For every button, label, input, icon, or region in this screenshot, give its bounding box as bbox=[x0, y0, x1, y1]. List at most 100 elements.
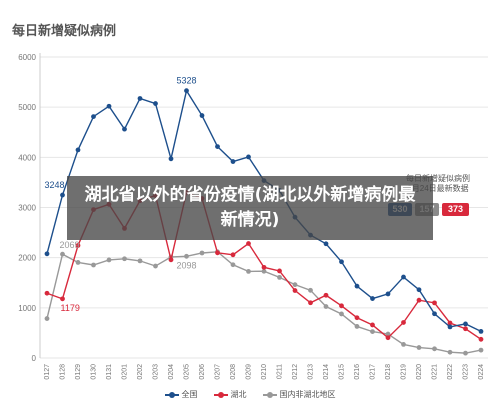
x-tick-label: 0127 bbox=[44, 364, 51, 380]
data-point bbox=[401, 342, 406, 347]
x-tick-label: 0130 bbox=[91, 364, 98, 380]
data-point bbox=[215, 250, 220, 256]
data-point bbox=[277, 268, 282, 274]
data-point bbox=[478, 329, 484, 334]
data-point bbox=[339, 259, 344, 265]
data-point bbox=[339, 311, 344, 317]
data-point bbox=[44, 251, 50, 257]
x-tick-label: 0221 bbox=[432, 364, 439, 380]
x-tick-label: 0224 bbox=[478, 364, 485, 380]
chart-title: 每日新增疑似病例 bbox=[12, 23, 117, 38]
data-point bbox=[199, 250, 205, 256]
data-point bbox=[122, 256, 127, 262]
x-tick-label: 0222 bbox=[447, 364, 454, 380]
data-point bbox=[370, 329, 375, 335]
x-tick-label: 0216 bbox=[354, 364, 361, 380]
legend-label: 湖北 bbox=[230, 390, 247, 399]
data-point bbox=[277, 274, 282, 280]
x-tick-label: 0218 bbox=[385, 364, 392, 380]
data-point bbox=[463, 326, 468, 332]
legend-item: 国内非湖北地区 bbox=[262, 389, 336, 400]
data-point bbox=[416, 345, 422, 350]
legend-label: 全国 bbox=[181, 390, 198, 399]
data-point bbox=[432, 346, 437, 352]
data-point bbox=[308, 287, 313, 293]
data-label: 2069 bbox=[60, 240, 80, 250]
data-point bbox=[137, 258, 143, 264]
data-point bbox=[75, 260, 81, 265]
data-point bbox=[91, 114, 96, 119]
legend-item: 湖北 bbox=[213, 389, 247, 400]
legend-swatch bbox=[164, 391, 179, 398]
data-point bbox=[184, 88, 189, 94]
x-tick-label: 0206 bbox=[199, 364, 206, 380]
data-point bbox=[385, 291, 391, 297]
x-tick-label: 0128 bbox=[60, 364, 67, 380]
data-point bbox=[44, 290, 50, 296]
data-point bbox=[432, 311, 437, 317]
data-point bbox=[354, 324, 360, 329]
data-point bbox=[246, 269, 251, 274]
x-tick-label: 0131 bbox=[106, 364, 113, 380]
y-tick-label: 0 bbox=[32, 354, 37, 363]
data-point bbox=[401, 274, 406, 280]
data-point bbox=[153, 101, 158, 106]
x-tick-label: 0213 bbox=[308, 364, 315, 380]
x-tick-label: 0210 bbox=[261, 364, 268, 380]
data-point bbox=[370, 296, 375, 301]
data-point bbox=[75, 243, 81, 248]
y-tick-label: 4000 bbox=[18, 153, 36, 162]
data-point bbox=[339, 303, 344, 309]
y-tick-label: 6000 bbox=[18, 53, 36, 62]
data-point bbox=[230, 252, 236, 258]
x-tick-label: 0129 bbox=[75, 364, 82, 380]
headline-overlay: 湖北省以外的省份疫情(湖北以外新增病例最新情况) bbox=[67, 176, 433, 240]
legend-item: 全国 bbox=[164, 389, 198, 400]
data-point bbox=[230, 159, 236, 164]
data-point bbox=[106, 103, 112, 109]
y-tick-label: 2000 bbox=[18, 254, 36, 263]
y-tick-label: 3000 bbox=[18, 204, 36, 213]
latest-data-note: 每日新增疑似病例 2月24日最新数据 bbox=[388, 174, 488, 194]
data-point bbox=[416, 297, 422, 303]
data-point bbox=[168, 257, 174, 263]
data-label: 3248 bbox=[44, 180, 64, 190]
x-tick-label: 0207 bbox=[215, 364, 222, 380]
data-point bbox=[184, 253, 189, 259]
data-point bbox=[432, 300, 437, 306]
data-point bbox=[261, 268, 267, 274]
data-point bbox=[354, 283, 360, 289]
x-tick-label: 0223 bbox=[463, 364, 470, 380]
data-point bbox=[44, 316, 50, 321]
data-point bbox=[153, 263, 158, 269]
data-label: 5328 bbox=[176, 76, 196, 86]
data-point bbox=[60, 296, 65, 302]
data-point bbox=[323, 304, 329, 309]
x-tick-label: 0201 bbox=[122, 364, 129, 380]
y-tick-label: 1000 bbox=[18, 304, 36, 313]
data-label: 1179 bbox=[61, 303, 80, 313]
data-point bbox=[447, 349, 453, 355]
data-point bbox=[385, 335, 391, 341]
data-point bbox=[137, 96, 143, 101]
data-point bbox=[323, 241, 329, 247]
data-point bbox=[416, 287, 422, 293]
data-point bbox=[463, 321, 468, 327]
data-point bbox=[246, 154, 251, 160]
x-tick-label: 0212 bbox=[292, 364, 299, 380]
data-point bbox=[323, 292, 329, 298]
data-point bbox=[478, 347, 484, 353]
data-point bbox=[246, 241, 251, 246]
data-point bbox=[308, 300, 313, 306]
x-tick-label: 0208 bbox=[230, 364, 237, 380]
legend-swatch bbox=[262, 391, 277, 398]
data-point bbox=[385, 331, 391, 337]
data-point bbox=[122, 126, 127, 132]
data-label: 2098 bbox=[176, 260, 196, 270]
data-point bbox=[215, 144, 220, 149]
data-point bbox=[230, 262, 236, 268]
x-tick-label: 0211 bbox=[277, 364, 284, 379]
data-point bbox=[60, 251, 65, 257]
chart-legend: 全国 湖北 国内非湖北地区 bbox=[0, 389, 500, 400]
data-point bbox=[168, 156, 174, 162]
